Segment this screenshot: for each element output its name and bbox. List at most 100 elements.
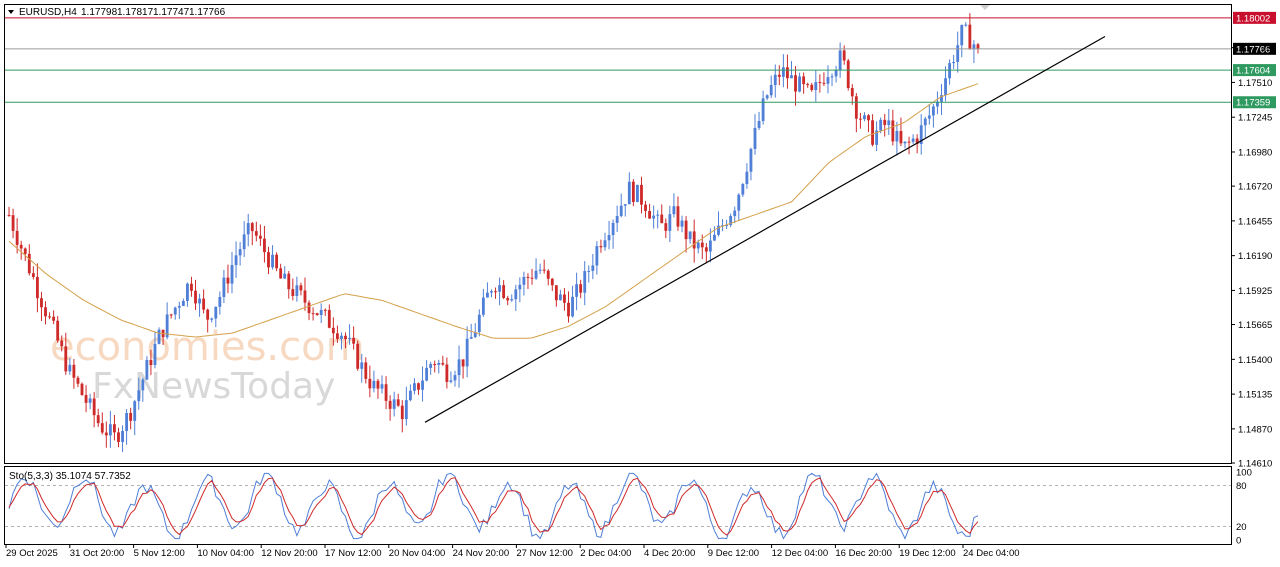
candle-body xyxy=(599,246,603,248)
candle-body xyxy=(919,125,923,145)
candle-body xyxy=(100,423,104,433)
candle-body xyxy=(794,75,797,92)
candle-body xyxy=(798,76,802,92)
level-tag-support xyxy=(1233,64,1276,77)
candle-body xyxy=(494,291,497,293)
candle-body xyxy=(133,401,137,421)
candle-body xyxy=(234,255,238,266)
candle-body xyxy=(279,268,283,279)
candle-body xyxy=(753,127,757,149)
candle-body xyxy=(64,346,68,372)
candle-body xyxy=(437,362,441,365)
candle-body xyxy=(534,270,538,279)
scroll-marker-icon[interactable] xyxy=(980,5,990,10)
candle-body xyxy=(883,119,887,125)
candle-body xyxy=(502,285,506,298)
candle-body xyxy=(340,335,343,339)
candle-body xyxy=(453,375,457,381)
candle-body xyxy=(627,181,631,205)
candle-body xyxy=(417,383,420,390)
x-tick-label: 24 Nov 20:00 xyxy=(453,548,510,559)
candle-body xyxy=(956,45,960,63)
candle-body xyxy=(558,294,562,301)
candle-body xyxy=(607,235,611,241)
candle-body xyxy=(964,24,968,26)
candle-body xyxy=(388,400,392,409)
candle-body xyxy=(177,306,181,308)
candle-body xyxy=(692,231,696,249)
x-tick-label: 17 Nov 12:00 xyxy=(325,548,382,559)
level-label-price: 1.17766 xyxy=(1236,44,1270,55)
y-tick-label: 1.17775 xyxy=(1238,43,1272,54)
stoch-main-line xyxy=(8,472,979,540)
candle-body xyxy=(400,405,404,420)
moving-average-layer xyxy=(8,83,979,339)
candle-body xyxy=(473,332,477,338)
candle-body xyxy=(603,240,607,248)
candle-body xyxy=(461,359,465,367)
candle-body xyxy=(802,76,806,85)
price-axis: 1.17775 1.17510 1.17245 1.16980 1.16720 1.164… xyxy=(1231,43,1272,470)
symbol-menu-icon[interactable] xyxy=(8,10,14,14)
candle-body xyxy=(757,120,761,128)
candle-body xyxy=(850,88,854,97)
candle-body xyxy=(323,309,327,311)
y-tick-label: 1.14610 xyxy=(1238,459,1272,470)
candle-body xyxy=(672,206,676,215)
candle-body xyxy=(157,329,161,344)
candle-body xyxy=(421,380,424,390)
candle-body xyxy=(352,337,356,344)
candle-body xyxy=(449,380,453,382)
candle-body xyxy=(826,77,830,84)
candle-body xyxy=(510,299,514,301)
candle-body xyxy=(60,340,64,347)
candle-body xyxy=(636,184,639,202)
candle-body xyxy=(708,240,712,252)
candle-body xyxy=(214,306,218,319)
moving-average-line xyxy=(8,83,979,339)
candle-body xyxy=(481,297,485,315)
candle-body xyxy=(408,390,412,401)
candle-body xyxy=(303,290,307,303)
candle-body xyxy=(88,398,92,403)
candle-body xyxy=(688,231,692,240)
candle-body xyxy=(895,130,899,142)
candle-body xyxy=(522,276,526,285)
candle-body xyxy=(587,270,591,272)
candle-body xyxy=(684,220,688,240)
candle-body xyxy=(944,78,947,96)
candle-body xyxy=(477,314,481,333)
candle-body xyxy=(595,246,599,266)
candle-body xyxy=(457,359,461,376)
candle-body xyxy=(615,216,619,223)
candle-body xyxy=(858,118,862,120)
candle-body xyxy=(664,223,668,231)
candle-body xyxy=(879,119,883,131)
x-tick-label: 12 Dec 04:00 xyxy=(772,548,829,559)
candle-body xyxy=(348,337,351,340)
candle-body xyxy=(145,360,149,380)
candle-body xyxy=(563,294,566,303)
y-tick-label: 1.15135 xyxy=(1238,390,1272,401)
candle-body xyxy=(761,98,765,121)
candle-body xyxy=(246,223,250,235)
stoch-signal-line xyxy=(8,477,979,536)
candle-body xyxy=(218,296,222,307)
stoch-level-label: 0 xyxy=(1236,536,1241,547)
candle-body xyxy=(327,310,331,328)
candle-body xyxy=(206,309,210,320)
x-tick-label: 10 Nov 04:00 xyxy=(197,548,254,559)
candle-body xyxy=(68,364,72,372)
candle-body xyxy=(554,285,558,301)
candle-body xyxy=(27,253,31,274)
candle-body xyxy=(490,291,493,293)
candle-body xyxy=(838,50,842,71)
stoch-level-label: 80 xyxy=(1236,481,1247,492)
candle-body xyxy=(271,254,274,268)
candle-body xyxy=(907,141,911,143)
candle-body xyxy=(396,399,400,406)
candle-body xyxy=(31,273,35,277)
candle-body xyxy=(899,130,903,144)
candle-body xyxy=(173,307,177,315)
